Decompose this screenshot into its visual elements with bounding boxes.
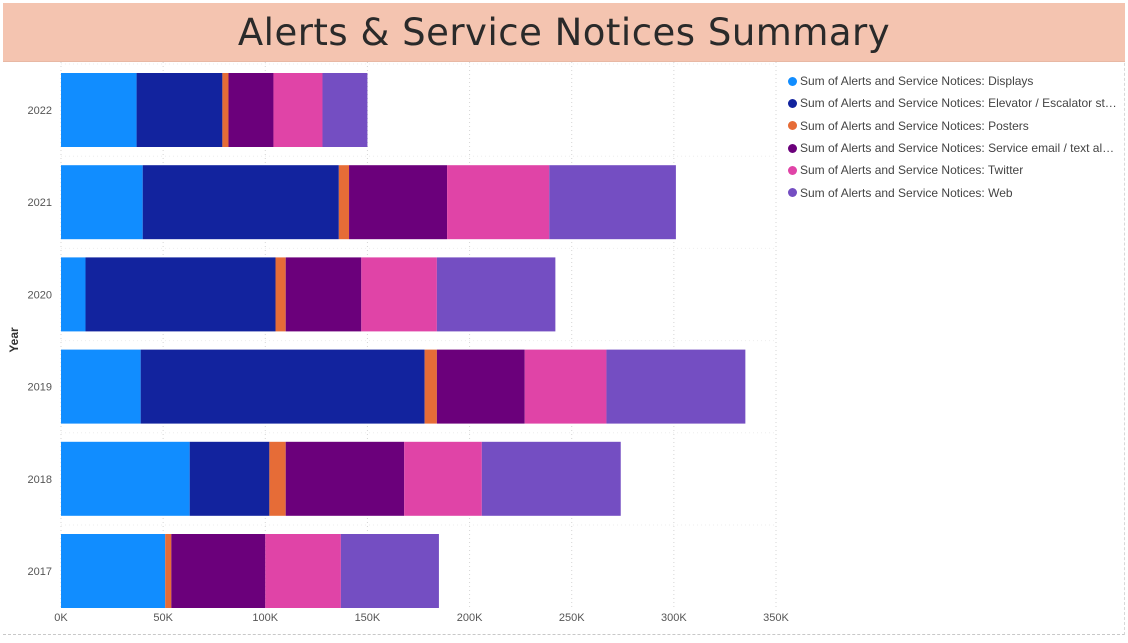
y-tick-label: 2018 — [28, 474, 52, 486]
x-tick-label: 350K — [763, 612, 789, 624]
legend-label: Sum of Alerts and Service Notices: Poste… — [800, 118, 1029, 133]
legend-item[interactable]: Sum of Alerts and Service Notices: Poste… — [788, 115, 1118, 137]
x-tick-label: 50K — [153, 612, 173, 624]
bar-segment[interactable]: Sum of Alerts and Service Notices: Eleva… — [136, 73, 223, 147]
bar-segment[interactable]: Sum of Alerts and Service Notices: Web — [549, 165, 676, 240]
legend-item[interactable]: Sum of Alerts and Service Notices: Twitt… — [788, 159, 1118, 181]
legend-item[interactable]: Sum of Alerts and Service Notices: Servi… — [788, 137, 1118, 159]
x-tick-label: 200K — [457, 612, 483, 624]
legend-dot-icon — [788, 121, 797, 131]
x-tick-label: 0K — [54, 612, 68, 624]
legend: Sum of Alerts and Service Notices: Displ… — [788, 70, 1118, 204]
legend-label: Sum of Alerts and Service Notices: Eleva… — [800, 96, 1118, 111]
legend-label: Sum of Alerts and Service Notices: Servi… — [800, 141, 1118, 156]
y-tick-label: 2017 — [28, 566, 52, 578]
bar-segment[interactable]: Sum of Alerts and Service Notices: Poste… — [424, 349, 437, 424]
y-axis-label: Year — [7, 327, 21, 353]
legend-dot-icon — [788, 76, 797, 86]
bar-segment[interactable]: Sum of Alerts and Service Notices: Eleva… — [142, 165, 339, 240]
bar-segment[interactable]: Sum of Alerts and Service Notices: Servi… — [285, 257, 362, 332]
bar-segment[interactable]: Sum of Alerts and Service Notices: Servi… — [436, 349, 525, 424]
x-tick-label: 100K — [252, 612, 278, 624]
legend-dot-icon — [788, 98, 797, 108]
x-tick-label: 150K — [355, 612, 381, 624]
bar-segment[interactable]: Sum of Alerts and Service Notices: Twitt… — [361, 257, 437, 332]
y-tick-label: 2019 — [28, 382, 52, 394]
legend-label: Sum of Alerts and Service Notices: Displ… — [800, 74, 1034, 89]
x-tick-label: 300K — [661, 612, 687, 624]
bar-segment[interactable]: Sum of Alerts and Service Notices: Poste… — [338, 165, 350, 240]
bar-segment[interactable]: Sum of Alerts and Service Notices: Web — [322, 73, 368, 147]
bars: Sum of Alerts and Service Notices: Displ… — [61, 73, 746, 608]
bar-segment[interactable]: Sum of Alerts and Service Notices: Twitt… — [447, 165, 550, 240]
legend-item[interactable]: Sum of Alerts and Service Notices: Displ… — [788, 70, 1118, 92]
bar-segment[interactable]: Sum of Alerts and Service Notices: Eleva… — [140, 349, 425, 424]
bar-segment[interactable]: Sum of Alerts and Service Notices: Twitt… — [265, 534, 341, 608]
bar-segment[interactable]: Sum of Alerts and Service Notices: Web — [436, 257, 556, 332]
x-tick-label: 250K — [559, 612, 585, 624]
bar-segment[interactable]: Sum of Alerts and Service Notices: Twitt… — [524, 349, 607, 424]
bar-segment[interactable]: Sum of Alerts and Service Notices: Displ… — [61, 73, 137, 147]
bar-segment[interactable]: Sum of Alerts and Service Notices: Displ… — [61, 257, 86, 332]
bar-segment[interactable]: Sum of Alerts and Service Notices: Servi… — [171, 534, 266, 608]
bar-segment[interactable]: Sum of Alerts and Service Notices: Web — [481, 441, 621, 516]
bar-segment[interactable]: Sum of Alerts and Service Notices: Displ… — [61, 441, 190, 516]
stacked-bar-chart[interactable]: Sum of Alerts and Service Notices: Displ… — [0, 62, 1128, 635]
y-tick-label: 2020 — [28, 289, 52, 301]
bar-segment[interactable]: Sum of Alerts and Service Notices: Web — [606, 349, 746, 424]
title-bar: Alerts & Service Notices Summary — [3, 3, 1125, 62]
legend-label: Sum of Alerts and Service Notices: Twitt… — [800, 163, 1024, 178]
legend-item[interactable]: Sum of Alerts and Service Notices: Eleva… — [788, 92, 1118, 114]
bar-segment[interactable]: Sum of Alerts and Service Notices: Poste… — [165, 534, 172, 608]
bar-segment[interactable]: Sum of Alerts and Service Notices: Servi… — [228, 73, 274, 147]
chart-title: Alerts & Service Notices Summary — [237, 10, 891, 54]
x-axis-ticks: 0K 50K 100K 150K 200K 250K 300K 350K — [54, 612, 789, 624]
bar-segment[interactable]: Sum of Alerts and Service Notices: Displ… — [61, 165, 143, 240]
bar-segment[interactable]: Sum of Alerts and Service Notices: Web — [340, 534, 439, 608]
y-axis-ticks: 2022 2021 2020 2019 2018 2017 — [28, 105, 52, 578]
bar-segment[interactable]: Sum of Alerts and Service Notices: Twitt… — [404, 441, 482, 516]
bar-segment[interactable]: Sum of Alerts and Service Notices: Eleva… — [189, 441, 270, 516]
legend-dot-icon — [788, 143, 797, 153]
bar-segment[interactable]: Sum of Alerts and Service Notices: Poste… — [275, 257, 286, 332]
bar-segment[interactable]: Sum of Alerts and Service Notices: Displ… — [61, 349, 141, 424]
bar-segment[interactable]: Sum of Alerts and Service Notices: Eleva… — [85, 257, 276, 332]
bar-segment[interactable]: Sum of Alerts and Service Notices: Poste… — [269, 441, 286, 516]
legend-item[interactable]: Sum of Alerts and Service Notices: Web — [788, 181, 1118, 203]
legend-dot-icon — [788, 165, 797, 175]
bar-segment[interactable]: Sum of Alerts and Service Notices: Poste… — [222, 73, 229, 147]
legend-label: Sum of Alerts and Service Notices: Web — [800, 185, 1013, 200]
bar-segment[interactable]: Sum of Alerts and Service Notices: Displ… — [61, 534, 166, 608]
bar-segment[interactable]: Sum of Alerts and Service Notices: Servi… — [285, 441, 405, 516]
legend-dot-icon — [788, 188, 797, 198]
y-tick-label: 2022 — [28, 105, 52, 117]
y-tick-label: 2021 — [28, 197, 52, 209]
gridlines — [60, 62, 777, 607]
report-frame — [3, 3, 1125, 635]
bar-segment[interactable]: Sum of Alerts and Service Notices: Twitt… — [273, 73, 323, 147]
bar-segment[interactable]: Sum of Alerts and Service Notices: Servi… — [349, 165, 448, 240]
